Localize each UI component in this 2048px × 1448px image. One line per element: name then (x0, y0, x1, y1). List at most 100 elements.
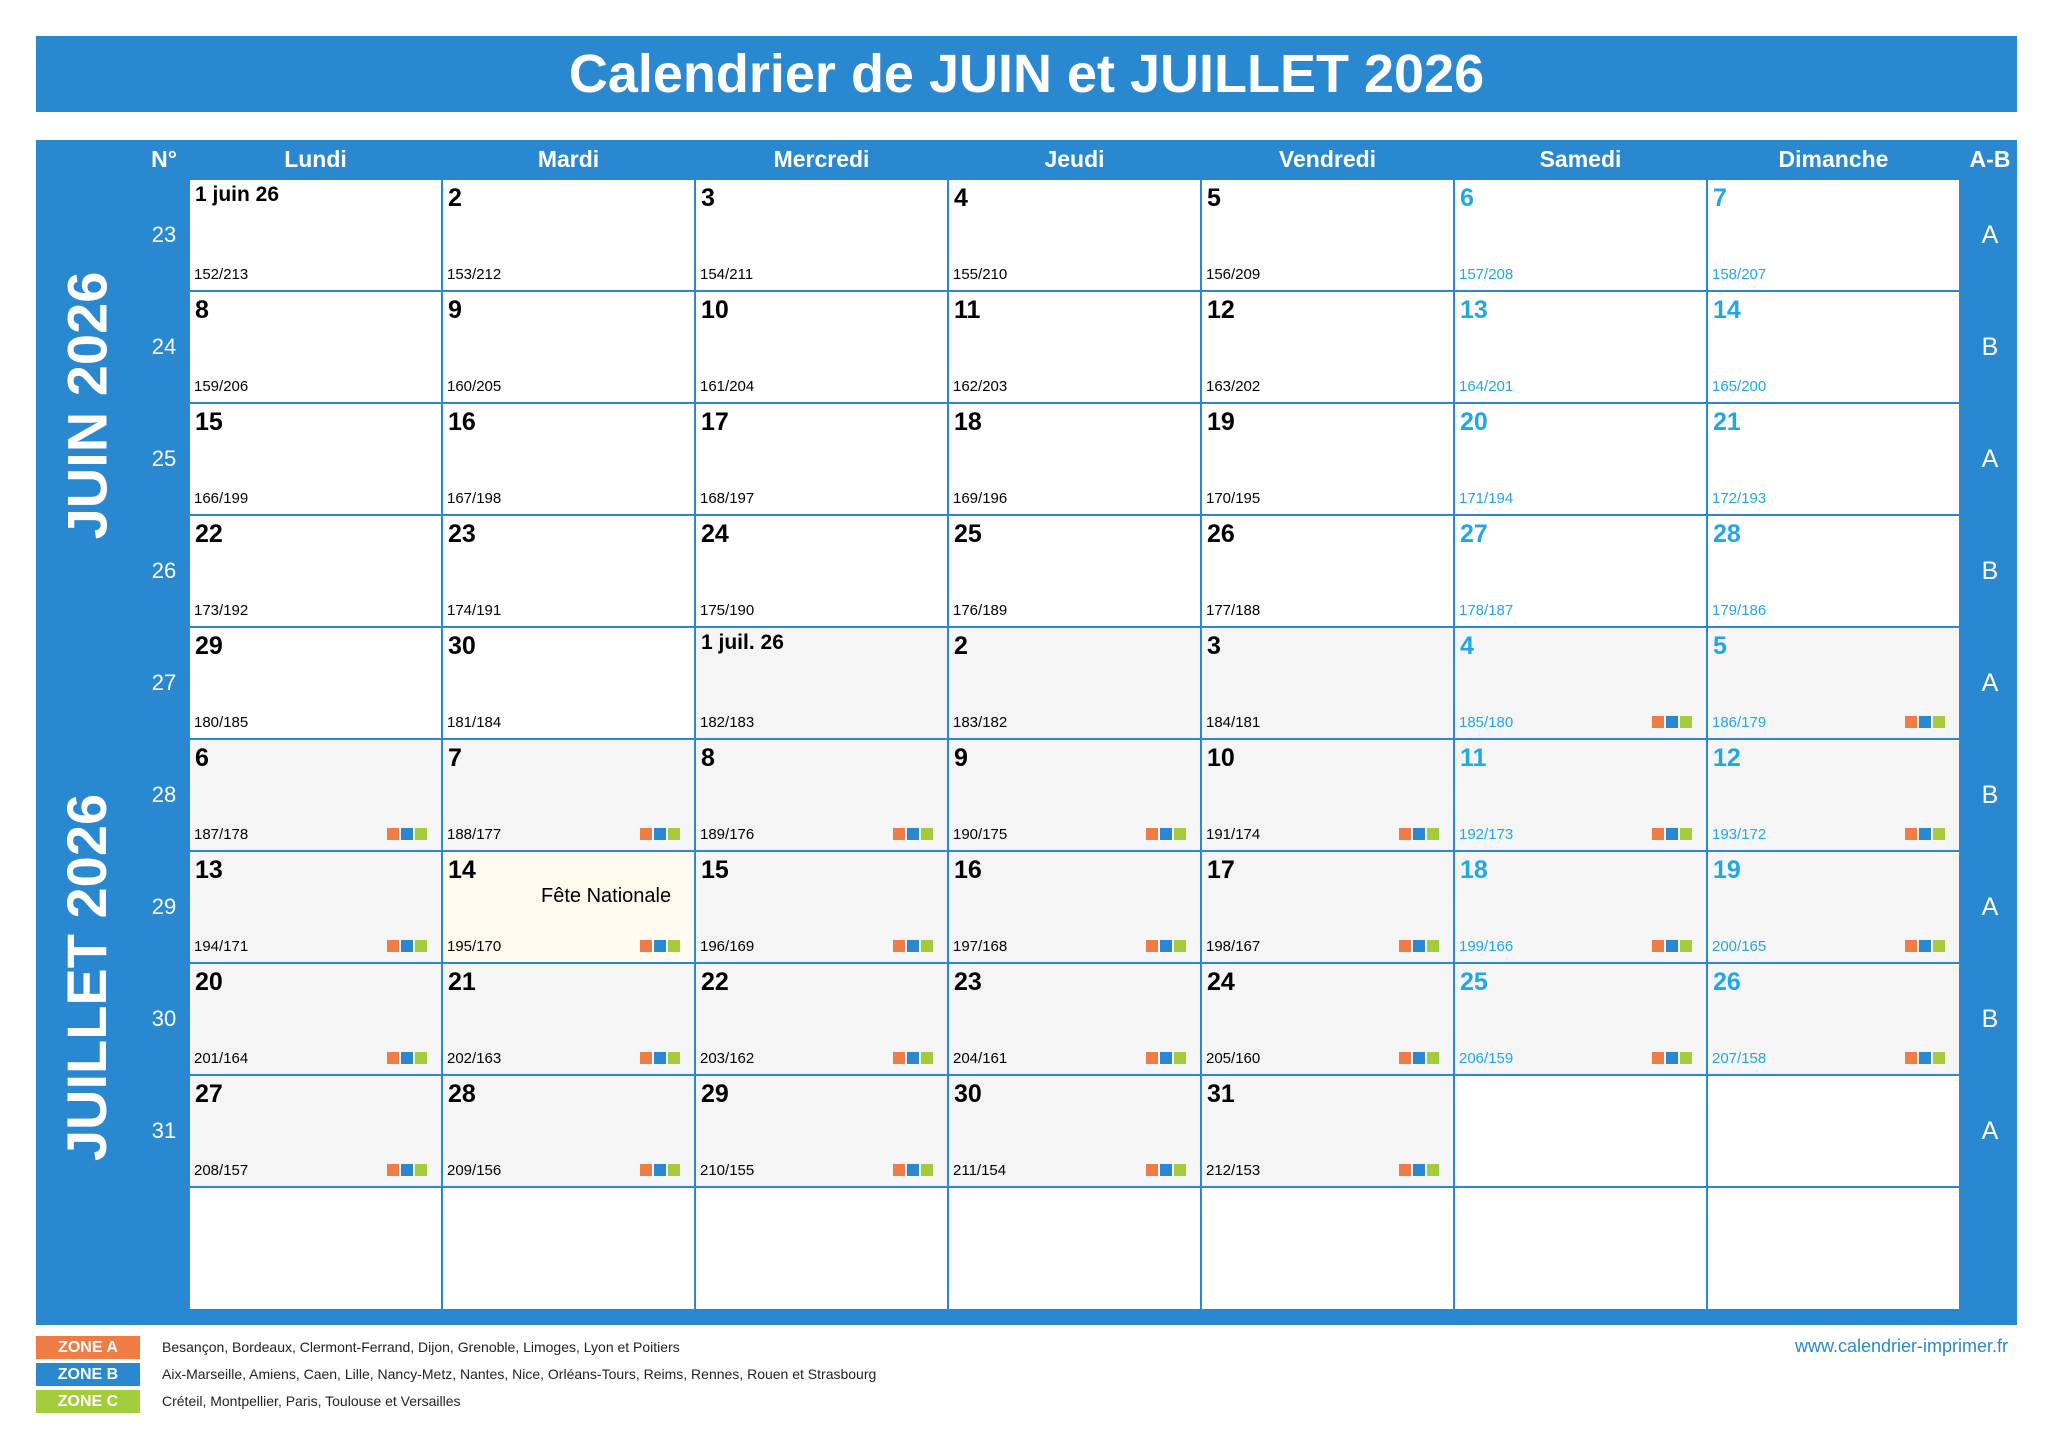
day-number: 27 (195, 1080, 223, 1108)
day-cell[interactable]: 31 212/153 (1202, 1076, 1453, 1186)
day-cell[interactable]: 8 189/176 (696, 740, 947, 850)
day-cell[interactable]: 22 173/192 (190, 516, 441, 626)
day-number: 4 (954, 184, 968, 212)
week-number: 30 (151, 1006, 177, 1031)
ab-week-label: A (1981, 1116, 1999, 1145)
day-cell[interactable]: 5 156/209 (1202, 180, 1453, 290)
day-cell[interactable]: 6 187/178 (190, 740, 441, 850)
day-cell[interactable]: 14 165/200 (1708, 292, 1959, 402)
zone-a-marker (893, 1164, 905, 1176)
day-cell[interactable]: 29 180/185 (190, 628, 441, 738)
day-cell[interactable]: 19 170/195 (1202, 404, 1453, 514)
day-cell[interactable]: 20 171/194 (1455, 404, 1706, 514)
day-cell[interactable]: 15 196/169 (696, 852, 947, 962)
year-day-count: 189/176 (700, 826, 755, 843)
empty-day-cell[interactable] (190, 1188, 441, 1309)
day-cell[interactable]: 23 204/161 (949, 964, 1200, 1074)
day-cell[interactable]: 9 160/205 (443, 292, 694, 402)
day-cell[interactable]: 27 178/187 (1455, 516, 1706, 626)
day-cell[interactable]: 24 205/160 (1202, 964, 1453, 1074)
day-cell[interactable]: 28 179/186 (1708, 516, 1959, 626)
day-cell[interactable]: 3 184/181 (1202, 628, 1453, 738)
day-cell[interactable]: 4 185/180 (1455, 628, 1706, 738)
zone-a-marker (640, 1052, 652, 1064)
day-cell[interactable]: 13 194/171 (190, 852, 441, 962)
day-cell[interactable]: 8 159/206 (190, 292, 441, 402)
day-cell[interactable]: 15 166/199 (190, 404, 441, 514)
day-cell[interactable]: 17 198/167 (1202, 852, 1453, 962)
website-link[interactable]: www.calendrier-imprimer.fr (1794, 1336, 2008, 1356)
day-cell[interactable]: 20 201/164 (190, 964, 441, 1074)
empty-day-cell[interactable] (1455, 1076, 1706, 1186)
day-cell[interactable]: 3 154/211 (696, 180, 947, 290)
day-cell[interactable]: 29 210/155 (696, 1076, 947, 1186)
day-cell[interactable]: 26 207/158 (1708, 964, 1959, 1074)
day-cell[interactable]: 23 174/191 (443, 516, 694, 626)
zone-a-marker (1146, 940, 1158, 952)
day-cell[interactable]: 9 190/175 (949, 740, 1200, 850)
day-cell[interactable]: 18 199/166 (1455, 852, 1706, 962)
year-day-count: 193/172 (1712, 826, 1767, 843)
zone-c-marker (415, 940, 427, 952)
empty-day-cell[interactable] (443, 1188, 694, 1309)
day-cell[interactable]: 21 172/193 (1708, 404, 1959, 514)
zone-b-marker (1413, 1052, 1425, 1064)
day-cell[interactable]: 30 181/184 (443, 628, 694, 738)
day-number: 19 (1713, 856, 1741, 884)
empty-day-cell[interactable] (949, 1188, 1200, 1309)
day-cell[interactable]: 10 191/174 (1202, 740, 1453, 850)
year-day-count: 165/200 (1712, 378, 1767, 395)
day-cell[interactable]: 28 209/156 (443, 1076, 694, 1186)
day-cell[interactable]: 7 188/177 (443, 740, 694, 850)
day-cell[interactable]: 13 164/201 (1455, 292, 1706, 402)
day-cell[interactable]: 21 202/163 (443, 964, 694, 1074)
day-cell[interactable]: 6 157/208 (1455, 180, 1706, 290)
day-cell[interactable]: 11 192/173 (1455, 740, 1706, 850)
day-cell[interactable]: 16 197/168 (949, 852, 1200, 962)
day-number: 12 (1713, 744, 1741, 772)
day-cell[interactable]: 18 169/196 (949, 404, 1200, 514)
zone-a-marker (1652, 828, 1664, 840)
empty-day-cell[interactable] (1708, 1076, 1959, 1186)
day-cell[interactable]: 24 175/190 (696, 516, 947, 626)
zone-b-marker (1919, 940, 1931, 952)
empty-day-cell[interactable] (1202, 1188, 1453, 1309)
zone-b-marker (654, 940, 666, 952)
year-day-count: 187/178 (194, 826, 249, 843)
day-cell[interactable]: 7 158/207 (1708, 180, 1959, 290)
day-cell[interactable]: 4 155/210 (949, 180, 1200, 290)
day-cell[interactable]: 1 juil. 26 182/183 (696, 628, 947, 738)
zone-c-marker (1933, 1052, 1945, 1064)
day-number: 5 (1207, 184, 1221, 212)
day-cell[interactable]: 12 193/172 (1708, 740, 1959, 850)
day-cell[interactable]: 30 211/154 (949, 1076, 1200, 1186)
year-day-count: 161/204 (700, 378, 755, 395)
day-cell[interactable]: 2 153/212 (443, 180, 694, 290)
year-day-count: 206/159 (1459, 1050, 1514, 1067)
day-cell[interactable]: 11 162/203 (949, 292, 1200, 402)
day-cell[interactable]: 22 203/162 (696, 964, 947, 1074)
day-cell[interactable]: 14 195/170 Fête Nationale (443, 852, 694, 962)
zone-b-marker (1160, 828, 1172, 840)
day-cell[interactable]: 5 186/179 (1708, 628, 1959, 738)
day-cell[interactable]: 27 208/157 (190, 1076, 441, 1186)
day-cell[interactable]: 25 176/189 (949, 516, 1200, 626)
day-cell[interactable]: 1 juin 26 152/213 (190, 180, 441, 290)
empty-day-cell[interactable] (696, 1188, 947, 1309)
day-cell[interactable]: 25 206/159 (1455, 964, 1706, 1074)
zone-badge: ZONE B (36, 1363, 140, 1386)
day-cell[interactable]: 19 200/165 (1708, 852, 1959, 962)
empty-day-cell[interactable] (1455, 1188, 1706, 1309)
zone-a-marker (893, 1052, 905, 1064)
day-cell[interactable]: 16 167/198 (443, 404, 694, 514)
zone-a-marker (893, 828, 905, 840)
day-cell[interactable]: 12 163/202 (1202, 292, 1453, 402)
year-day-count: 192/173 (1459, 826, 1514, 843)
zone-c-marker (1680, 828, 1692, 840)
day-cell[interactable]: 17 168/197 (696, 404, 947, 514)
day-cell[interactable]: 2 183/182 (949, 628, 1200, 738)
day-number: 29 (701, 1080, 729, 1108)
day-cell[interactable]: 10 161/204 (696, 292, 947, 402)
empty-day-cell[interactable] (1708, 1188, 1959, 1309)
day-cell[interactable]: 26 177/188 (1202, 516, 1453, 626)
